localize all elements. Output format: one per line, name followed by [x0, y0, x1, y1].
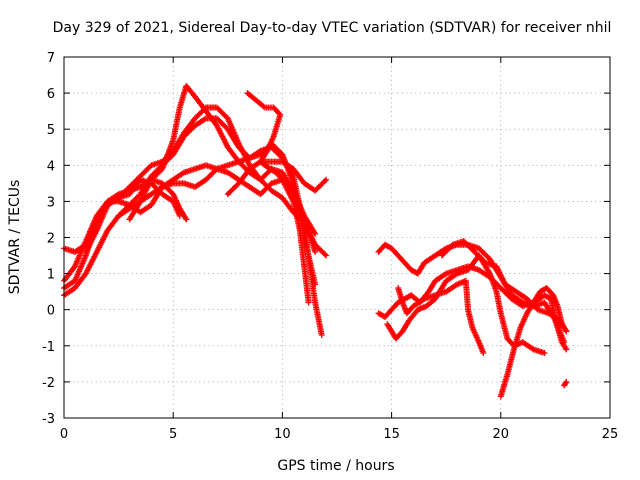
data-point [312, 230, 319, 237]
data-point [321, 177, 328, 184]
data-point [321, 251, 328, 258]
data-point [305, 299, 312, 306]
data-point [312, 248, 319, 255]
data-point [323, 176, 330, 183]
data-point [318, 331, 325, 338]
data-point [183, 216, 190, 223]
data-point [260, 103, 267, 110]
data-point [312, 281, 319, 288]
data-point [323, 252, 330, 259]
data-markers [61, 82, 570, 400]
